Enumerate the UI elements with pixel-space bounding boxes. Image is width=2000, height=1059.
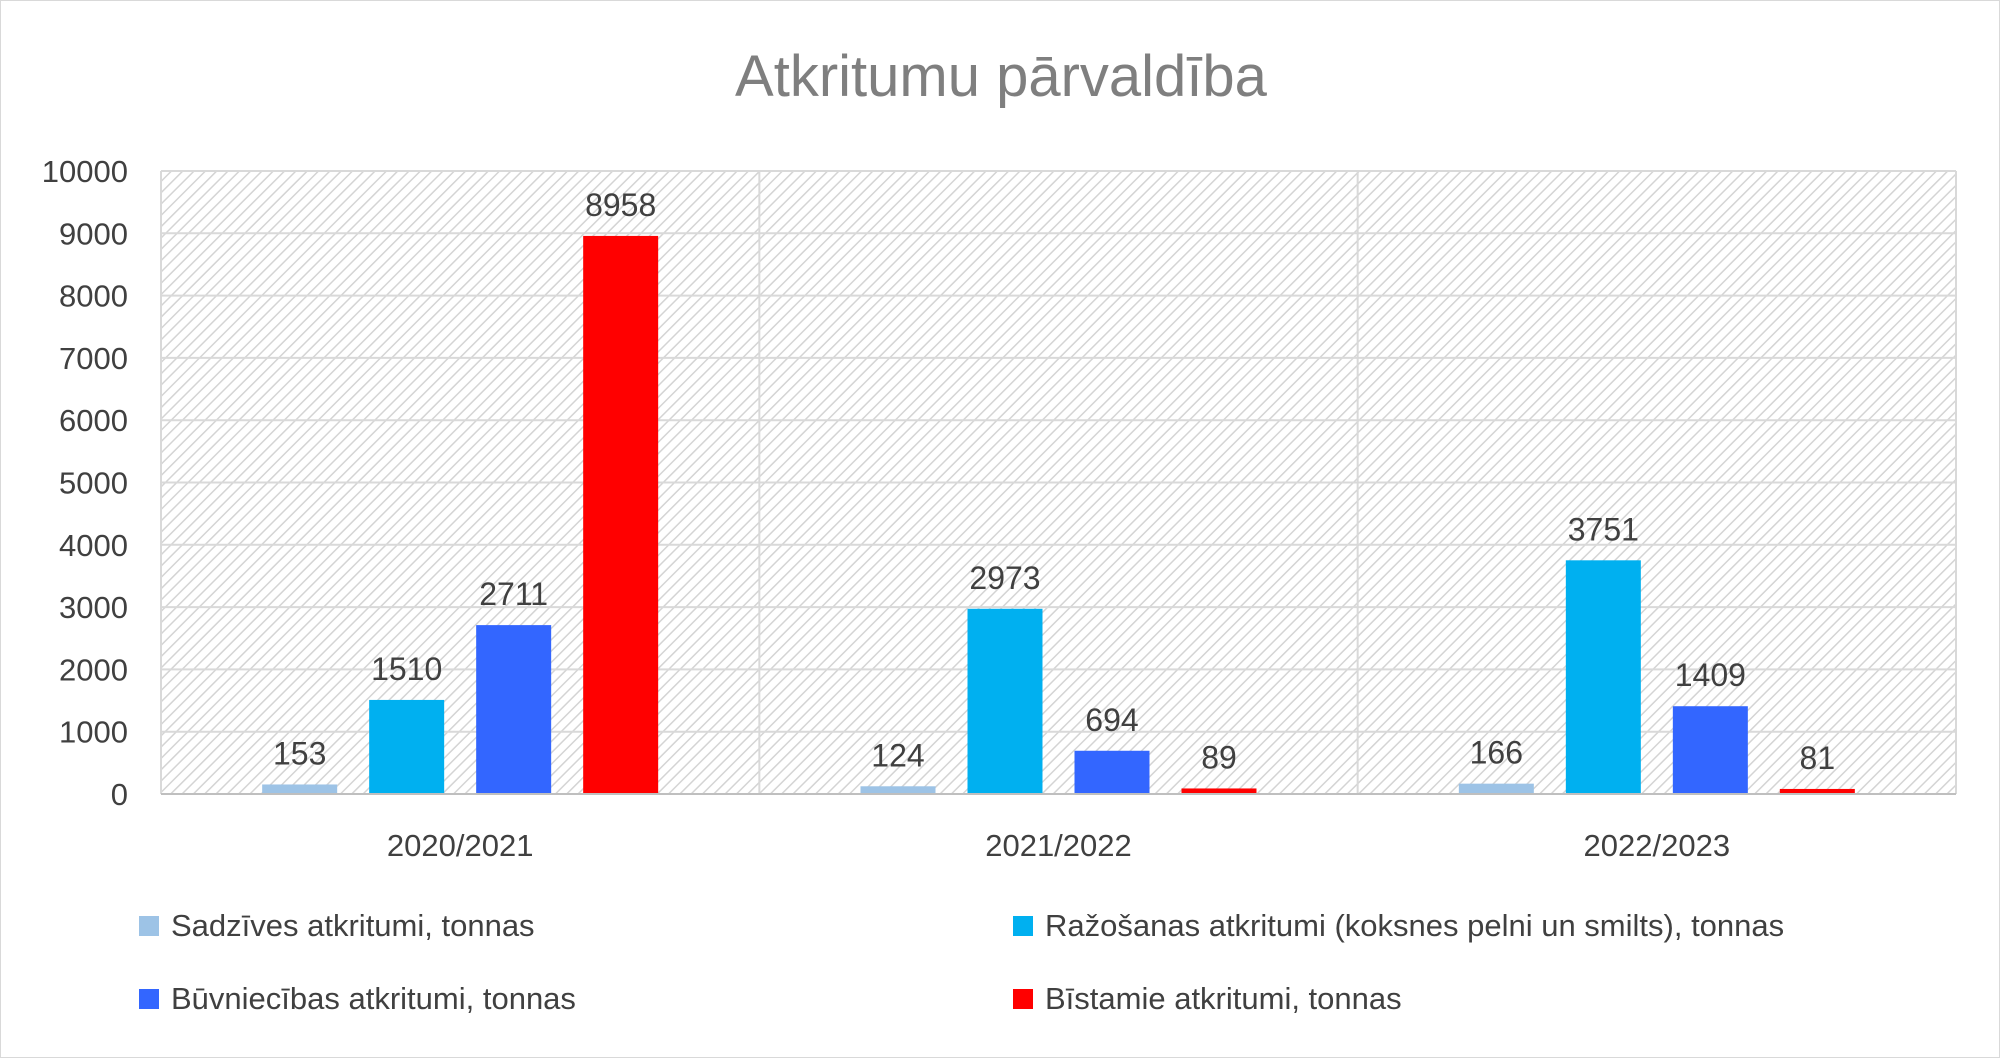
bar [1672,706,1748,794]
data-label: 1409 [1675,657,1746,693]
bar [583,235,659,794]
data-label: 1510 [371,651,442,687]
data-label: 124 [871,737,924,773]
y-tick-label: 0 [111,777,128,812]
data-label: 153 [273,735,326,771]
x-tick-label: 2020/2021 [387,828,534,863]
y-tick-label: 10000 [42,154,128,189]
bar [1074,750,1150,794]
bar [1779,788,1855,794]
gridlines [160,170,1957,795]
axes: 0 1000 2000 3000 4000 5000 6000 7000 8000 9000 100… [42,154,1956,863]
bar [1565,560,1641,794]
y-tick-label: 3000 [59,590,128,625]
bars: 153 1510 2711 8958 124 2973 694 89 166 3751 1409 81 [262,187,1855,794]
legend-swatch [1013,916,1033,936]
data-label: 89 [1201,739,1237,775]
legend-label: Bīstamie atkritumi, tonnas [1045,981,1402,1016]
data-label: 3751 [1568,511,1639,547]
y-tick-label: 4000 [59,528,128,563]
y-tick-label: 7000 [59,341,128,376]
y-tick-label: 5000 [59,466,128,501]
bar [476,625,552,794]
data-label: 694 [1085,702,1138,738]
data-label: 2973 [969,560,1040,596]
x-tick-label: 2022/2023 [1584,828,1731,863]
y-tick-label: 2000 [59,652,128,687]
legend-label: Būvniecības atkritumi, tonnas [171,981,576,1016]
data-label: 8958 [585,187,656,223]
bar [262,784,338,794]
legend-swatch [1013,989,1033,1009]
bar [369,699,445,794]
legend-swatch [139,916,159,936]
data-label: 81 [1800,740,1836,776]
legend-swatch [139,989,159,1009]
bar [860,786,936,794]
y-tick-label: 6000 [59,403,128,438]
data-label: 166 [1470,735,1523,771]
bar [1181,788,1257,794]
chart-title: Atkritumu pārvaldība [735,44,1268,109]
bar [1458,783,1534,794]
x-tick-label: 2021/2022 [985,828,1132,863]
legend: Sadzīves atkritumi, tonnas Ražošanas atkr… [139,908,1784,1016]
legend-label: Ražošanas atkritumi (koksnes pelni un sm… [1045,908,1784,943]
data-label: 2711 [479,576,548,612]
y-tick-label: 8000 [59,279,128,314]
y-tick-label: 1000 [59,715,128,750]
y-tick-label: 9000 [59,216,128,251]
legend-label: Sadzīves atkritumi, tonnas [171,908,535,943]
bar [967,608,1043,794]
